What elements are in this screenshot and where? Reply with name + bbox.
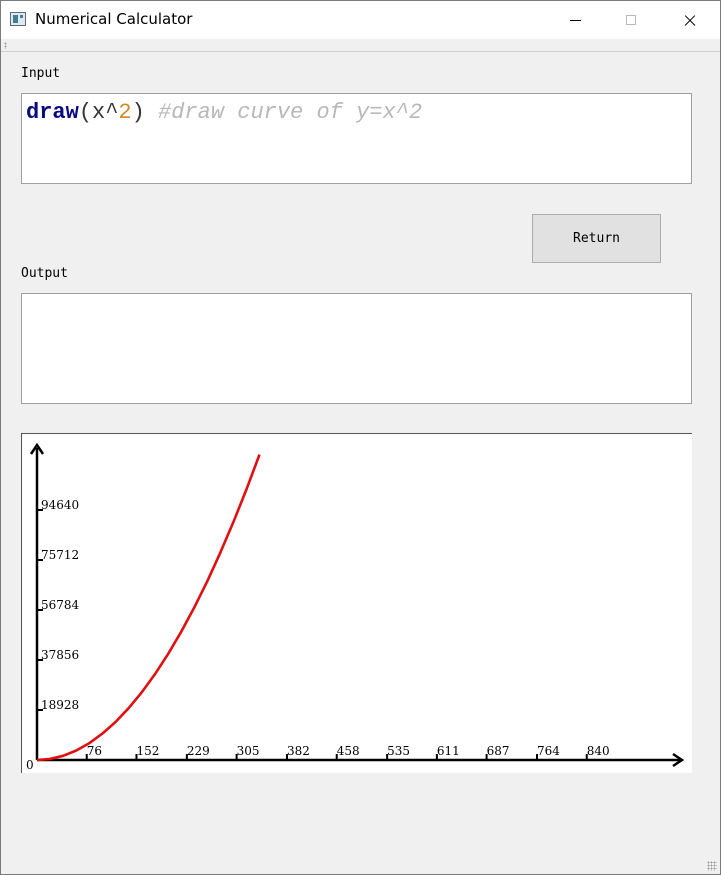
origin-label: 0 — [26, 758, 34, 772]
minimize-button[interactable] — [552, 1, 598, 39]
plot-svg: 0 76 152 229 305 382 458 535 611 687 764 840 18928 37… — [26, 442, 685, 772]
y-axis-arrow-icon — [29, 442, 45, 455]
x-tick-label: 305 — [237, 744, 260, 758]
close-button[interactable] — [667, 1, 713, 39]
code-line: draw(x^2) #draw curve of y=x^2 — [26, 100, 422, 125]
code-number: 2 — [118, 100, 132, 125]
minimize-icon — [569, 19, 581, 21]
plot-area: 0 76 152 229 305 382 458 535 611 687 764 840 18928 37… — [21, 433, 692, 773]
x-tick-label: 229 — [187, 744, 210, 758]
x-tick-label: 152 — [136, 744, 159, 758]
resize-grip-icon[interactable] — [707, 861, 717, 871]
window-title: Numerical Calculator — [35, 10, 193, 28]
x-tick-label: 840 — [587, 744, 610, 758]
output-label: Output — [21, 266, 68, 281]
code-keyword: draw — [26, 100, 79, 125]
x-tick-label: 535 — [387, 744, 410, 758]
title-bar[interactable]: Numerical Calculator — [1, 1, 720, 39]
input-label: Input — [21, 66, 61, 81]
x-tick-label: 382 — [287, 744, 310, 758]
y-tick-label: 37856 — [41, 648, 79, 662]
return-button[interactable]: Return — [532, 214, 661, 263]
output-field[interactable] — [21, 293, 692, 404]
x-axis-arrow-icon — [672, 752, 685, 768]
maximize-icon — [626, 15, 636, 25]
grip-icon — [4, 42, 7, 49]
curve-y-x-squared — [36, 454, 261, 762]
x-tick-label: 687 — [487, 744, 510, 758]
x-tick-label: 76 — [87, 744, 102, 758]
y-tick-label: 56784 — [41, 598, 80, 612]
input-editor[interactable]: draw(x^2) #draw curve of y=x^2 — [21, 93, 692, 184]
toolbar-handle[interactable] — [1, 39, 720, 52]
app-window-icon — [10, 12, 26, 26]
code-close: ) — [131, 100, 145, 125]
maximize-button[interactable] — [608, 1, 654, 39]
y-tick-label: 18928 — [41, 698, 79, 712]
y-tick-label: 94640 — [41, 498, 79, 512]
code-open: (x^ — [78, 100, 119, 125]
code-comment: #draw curve of y=x^2 — [158, 100, 423, 125]
x-tick-label: 611 — [437, 744, 460, 758]
close-icon — [683, 13, 697, 27]
x-tick-label: 764 — [537, 744, 560, 758]
x-tick-label: 458 — [337, 744, 360, 758]
y-tick-label: 75712 — [41, 548, 79, 562]
